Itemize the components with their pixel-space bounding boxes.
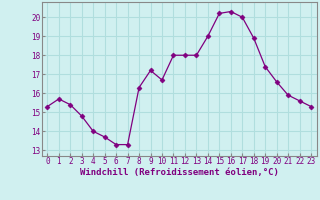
X-axis label: Windchill (Refroidissement éolien,°C): Windchill (Refroidissement éolien,°C): [80, 168, 279, 177]
